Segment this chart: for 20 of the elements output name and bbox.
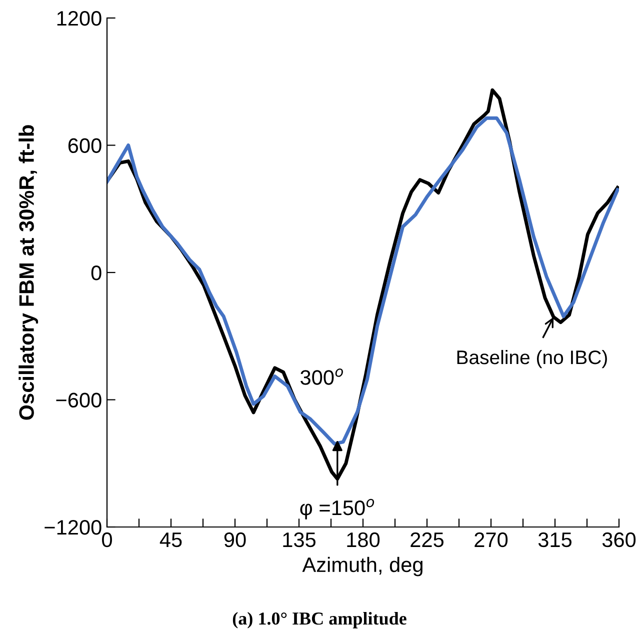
annotation: Baseline (no IBC)	[457, 350, 607, 368]
x-tick-label: 315	[538, 532, 572, 548]
annotation: 300$^{o}$	[300, 368, 343, 385]
y-axis-title: Oscillatory FBM at 30%R, ft-lb	[18, 125, 38, 420]
text: (a) 1.0° IBC amplitude	[232, 612, 406, 628]
x-tick-label: 135	[283, 532, 316, 548]
x-tick-label: 225	[410, 532, 444, 548]
x-tick-label: 0	[102, 532, 112, 548]
y-tick-label: −1200	[44, 520, 102, 535]
x-tick-label: 360	[602, 532, 636, 548]
annotation: φ =150$^{o}$	[300, 498, 374, 520]
y-tick-label: 0	[91, 266, 102, 280]
y-tick-label: 1200	[57, 11, 102, 26]
x-tick-label: 45	[160, 532, 182, 548]
y-tick-label: −600	[56, 392, 102, 408]
x-axis-title: Azimuth, deg	[302, 556, 422, 576]
x-tick-label: 90	[224, 532, 246, 548]
x-tick-label: 180	[347, 532, 380, 548]
y-tick-label: 600	[68, 138, 102, 154]
x-tick-label: 270	[474, 532, 508, 548]
